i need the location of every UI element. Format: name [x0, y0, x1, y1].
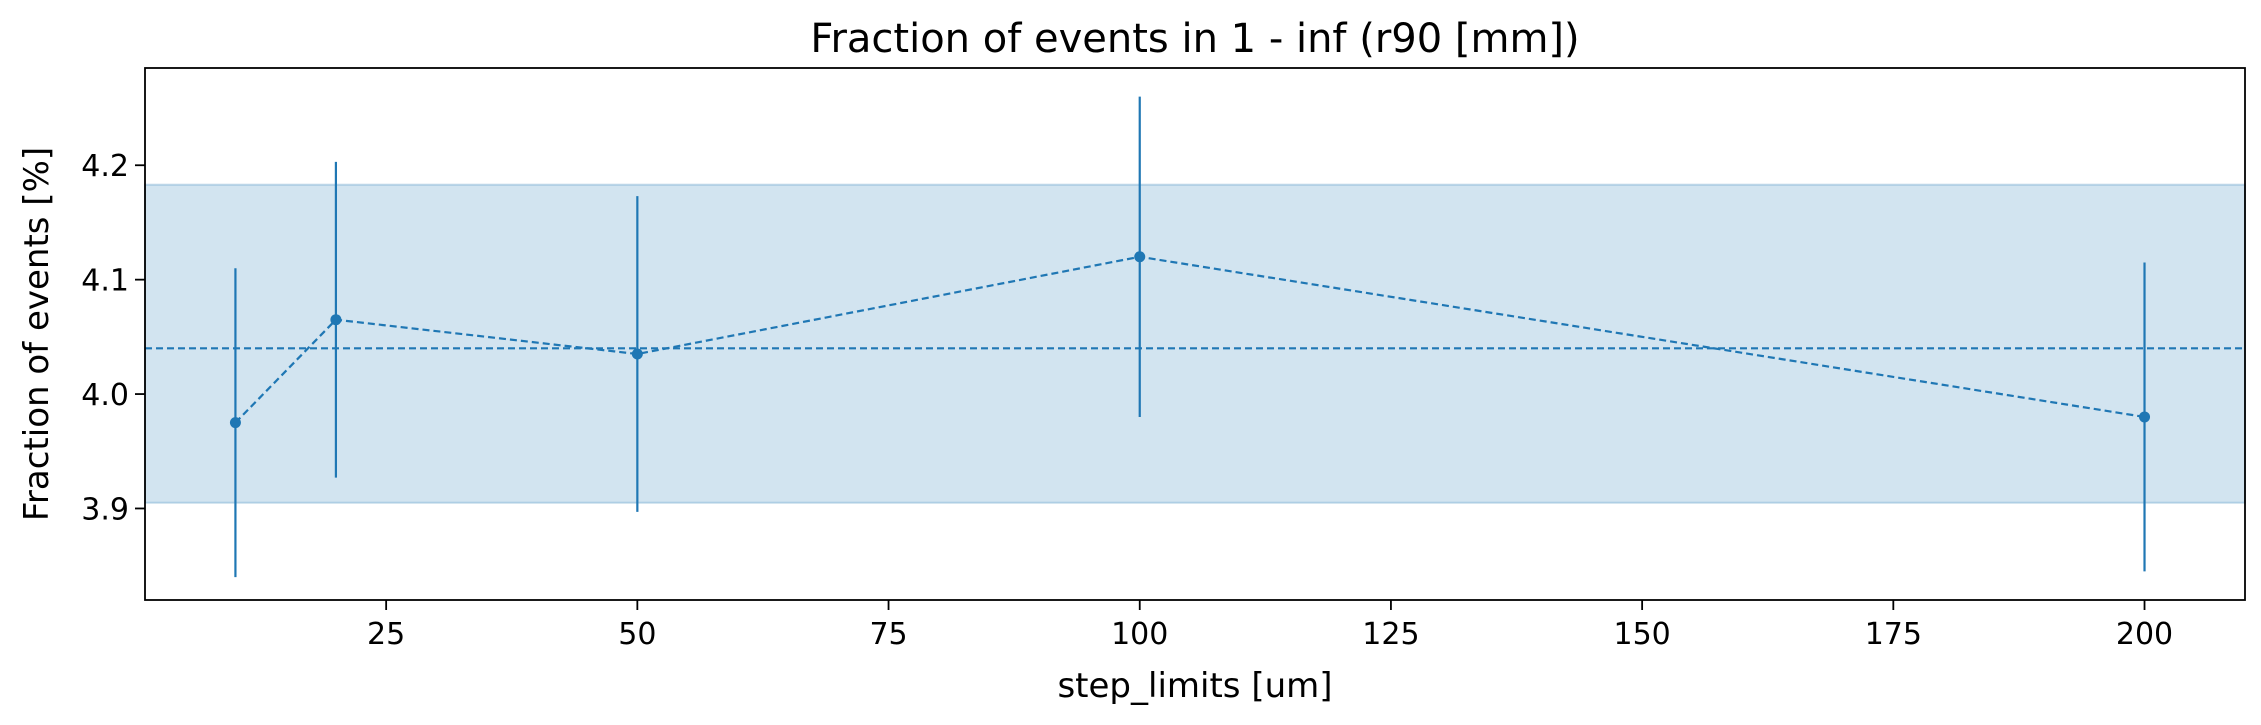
- x-tick-label: 125: [1362, 617, 1419, 652]
- data-point: [631, 348, 643, 360]
- x-tick-label: 100: [1111, 617, 1168, 652]
- y-tick-label: 4.2: [81, 149, 129, 184]
- plot-frame: [144, 67, 2246, 601]
- x-tick-label: 75: [869, 617, 907, 652]
- data-point: [229, 417, 241, 429]
- x-tick-label: 200: [2116, 617, 2173, 652]
- data-point: [2139, 411, 2151, 423]
- y-axis-label: Fraction of events [%]: [17, 147, 57, 521]
- chart-title: Fraction of events in 1 - inf (r90 [mm]): [810, 16, 1579, 62]
- axes: 25 50 75 100 125 150 175 200 3.9 4.0 4.1 4.2: [81, 149, 2173, 652]
- plot-area: [144, 96, 2246, 578]
- x-tick-label: 25: [367, 617, 405, 652]
- y-tick-label: 4.0: [81, 378, 129, 413]
- data-point: [1134, 251, 1146, 263]
- uncertainty-band: [144, 183, 2246, 504]
- data-point: [330, 314, 342, 326]
- x-tick-label: 150: [1613, 617, 1670, 652]
- y-tick-label: 3.9: [81, 492, 129, 527]
- y-tick-label: 4.1: [81, 264, 129, 299]
- x-axis-label: step_limits [um]: [1057, 666, 1332, 706]
- series-line: [234, 255, 2145, 424]
- x-tick-label: 50: [618, 617, 656, 652]
- x-tick-label: 175: [1865, 617, 1922, 652]
